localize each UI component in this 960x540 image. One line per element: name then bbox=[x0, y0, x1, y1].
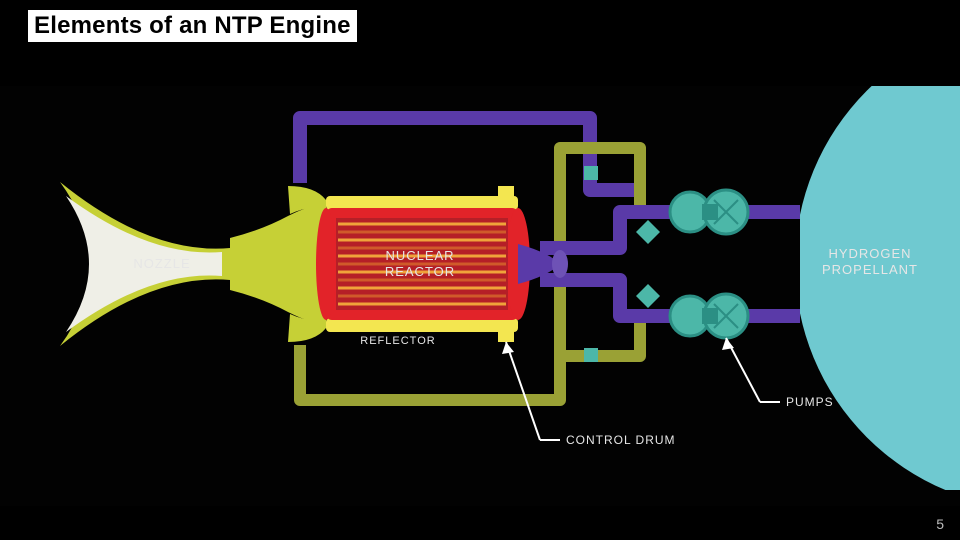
label-reactor-l2: REACTOR bbox=[385, 264, 455, 279]
pump-top bbox=[670, 190, 748, 234]
ntp-engine-diagram: NOZZLE NUCLEAR REACTOR REFLECTOR HYDROGE… bbox=[0, 0, 960, 540]
label-prop-l1: HYDROGEN bbox=[828, 246, 911, 261]
label-control-drum: CONTROL DRUM bbox=[566, 433, 676, 447]
label-reactor-l1: NUCLEAR bbox=[385, 248, 454, 263]
label-nozzle: NOZZLE bbox=[133, 256, 190, 271]
label-pumps: PUMPS bbox=[786, 395, 834, 409]
label-reflector: REFLECTOR bbox=[360, 335, 435, 347]
label-prop-l2: PROPELLANT bbox=[822, 262, 918, 277]
pump-bottom bbox=[670, 294, 748, 338]
page-number: 5 bbox=[936, 516, 944, 532]
